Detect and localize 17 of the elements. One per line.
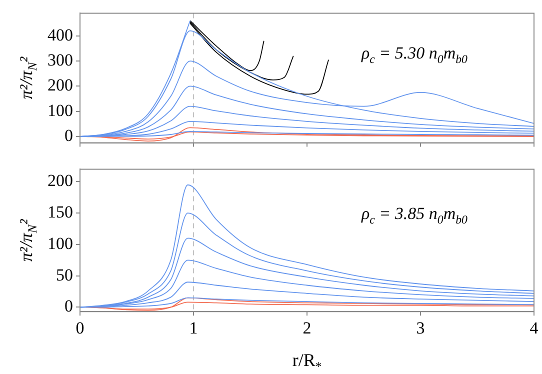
y-tick-label: 200 bbox=[48, 171, 73, 190]
y-tick-label: 100 bbox=[48, 234, 73, 253]
x-axis-title: r/R* bbox=[292, 350, 322, 374]
y-tick-label: 300 bbox=[48, 50, 73, 70]
y-tick-label: 0 bbox=[64, 126, 73, 145]
y-axis-title: π²/πN² bbox=[16, 56, 40, 100]
x-tick-label: 1 bbox=[189, 318, 198, 338]
y-axis-title: π²/πN² bbox=[16, 218, 40, 262]
y-tick-label: 0 bbox=[64, 296, 73, 316]
y-tick-label: 200 bbox=[48, 76, 73, 95]
y-tick-label: 50 bbox=[56, 265, 73, 284]
x-tick-label: 4 bbox=[530, 318, 539, 338]
y-tick-label: 100 bbox=[48, 100, 73, 120]
x-tick-label: 2 bbox=[302, 318, 312, 338]
y-tick-label: 150 bbox=[48, 202, 73, 222]
x-tick-label: 3 bbox=[416, 318, 425, 338]
y-tick-label: 400 bbox=[48, 25, 73, 44]
